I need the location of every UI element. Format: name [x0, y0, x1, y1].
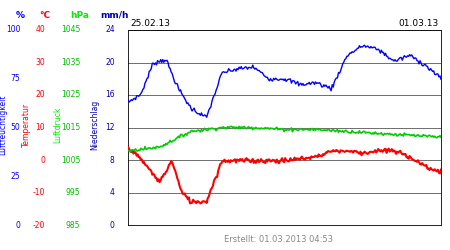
- Text: 25.02.13: 25.02.13: [130, 18, 171, 28]
- Text: 01.03.13: 01.03.13: [399, 18, 439, 28]
- Text: -20: -20: [32, 220, 45, 230]
- Text: Luftfeuchtigkeit: Luftfeuchtigkeit: [0, 95, 7, 155]
- Text: 10: 10: [36, 123, 45, 132]
- Text: 40: 40: [35, 26, 45, 35]
- Text: °C: °C: [40, 10, 50, 20]
- Text: 20: 20: [36, 90, 45, 100]
- Text: Erstellt: 01.03.2013 04:53: Erstellt: 01.03.2013 04:53: [225, 235, 333, 244]
- Text: 100: 100: [6, 26, 20, 35]
- Text: mm/h: mm/h: [100, 10, 129, 20]
- Text: 12: 12: [105, 123, 115, 132]
- Text: 0: 0: [15, 220, 20, 230]
- Text: 24: 24: [105, 26, 115, 35]
- Text: 16: 16: [105, 90, 115, 100]
- Text: -10: -10: [32, 188, 45, 197]
- Text: 1045: 1045: [61, 26, 80, 35]
- Text: 50: 50: [10, 123, 20, 132]
- Text: 1015: 1015: [61, 123, 80, 132]
- Text: 0: 0: [40, 156, 45, 164]
- Text: Niederschlag: Niederschlag: [90, 100, 99, 150]
- Text: %: %: [16, 10, 25, 20]
- Text: 4: 4: [110, 188, 115, 197]
- Text: 75: 75: [10, 74, 20, 83]
- Text: Luftdruck: Luftdruck: [53, 107, 62, 143]
- Text: 30: 30: [35, 58, 45, 67]
- Text: 0: 0: [110, 220, 115, 230]
- Text: 20: 20: [105, 58, 115, 67]
- Text: 1005: 1005: [61, 156, 80, 164]
- Text: 995: 995: [66, 188, 80, 197]
- Text: Temperatur: Temperatur: [22, 103, 31, 147]
- Text: 1035: 1035: [61, 58, 80, 67]
- Text: 8: 8: [110, 156, 115, 164]
- Text: hPa: hPa: [71, 10, 90, 20]
- Text: 25: 25: [11, 172, 20, 181]
- Text: 1025: 1025: [61, 90, 80, 100]
- Text: 985: 985: [66, 220, 80, 230]
